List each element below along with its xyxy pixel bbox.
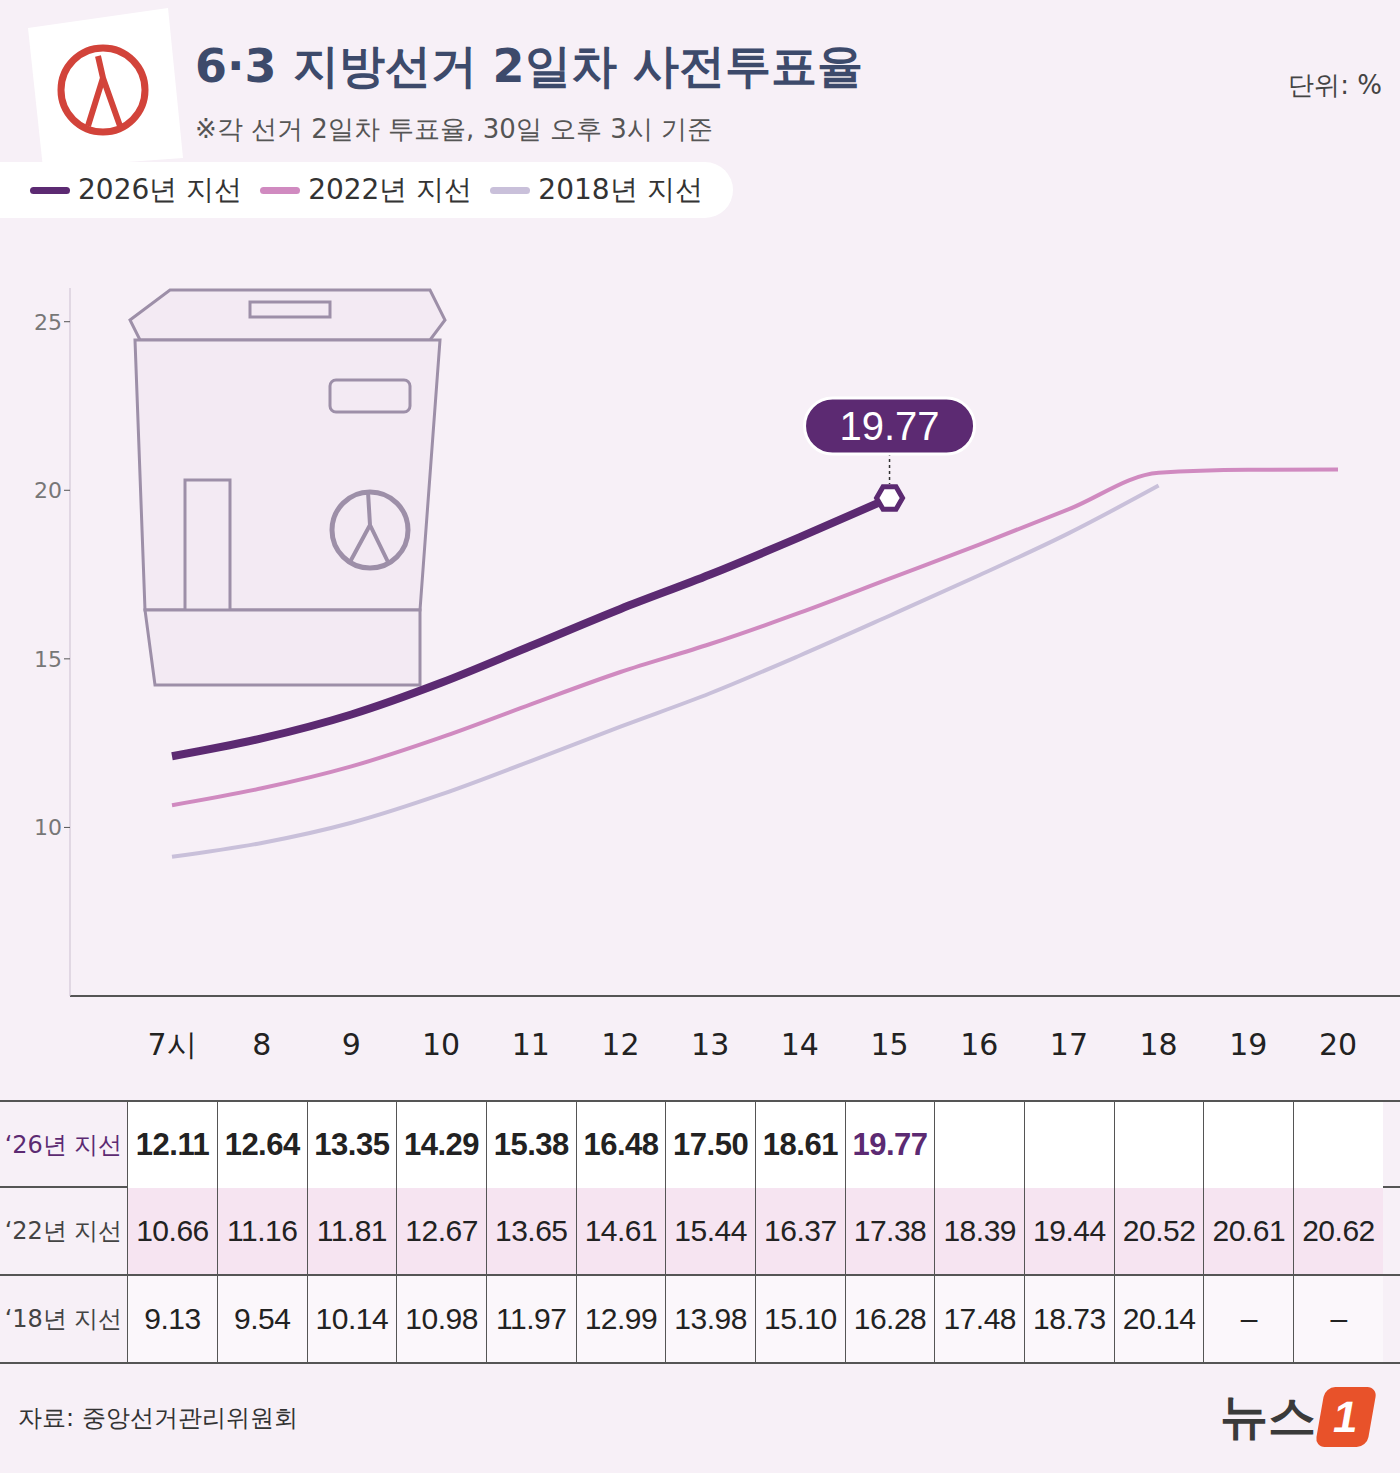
html-text:17.48: 17.48 xyxy=(943,1302,1016,1335)
html-text:11.97: 11.97 xyxy=(496,1302,567,1335)
html-text:11.16: 11.16 xyxy=(227,1214,298,1247)
html-text:9.13: 9.13 xyxy=(144,1302,201,1335)
svg-text:20: 20 xyxy=(34,478,62,503)
html-text:‘18년 지선: ‘18년 지선 xyxy=(4,1305,123,1333)
html-text:2018년 지선: 2018년 지선 xyxy=(538,173,703,206)
html-text:20.61: 20.61 xyxy=(1212,1214,1286,1247)
html-text:17.38: 17.38 xyxy=(853,1214,927,1247)
html-text:2022년 지선: 2022년 지선 xyxy=(308,173,473,206)
svg-text:16: 16 xyxy=(960,1027,998,1062)
html-text:13.98: 13.98 xyxy=(674,1302,747,1335)
svg-text:11: 11 xyxy=(512,1027,550,1062)
html-text:11.81: 11.81 xyxy=(316,1214,387,1247)
svg-text:14: 14 xyxy=(781,1027,819,1062)
svg-text:9: 9 xyxy=(342,1027,361,1062)
html-text:1: 1 xyxy=(1329,1392,1363,1441)
html-text:6·3 지방선거 2일차 사전투표율: 6·3 지방선거 2일차 사전투표율 xyxy=(195,39,863,93)
html-text:15.38: 15.38 xyxy=(493,1127,569,1162)
html-text:20.52: 20.52 xyxy=(1122,1214,1196,1247)
html-text:16.28: 16.28 xyxy=(853,1302,927,1335)
html-text:17.50: 17.50 xyxy=(673,1127,749,1162)
html-text:9.54: 9.54 xyxy=(234,1302,291,1335)
html-text:12.67: 12.67 xyxy=(405,1214,478,1247)
svg-text:15: 15 xyxy=(34,647,62,672)
svg-text:25: 25 xyxy=(34,310,62,335)
html-text:20.14: 20.14 xyxy=(1122,1302,1196,1335)
html-text:16.37: 16.37 xyxy=(764,1214,837,1247)
svg-text:7시: 7시 xyxy=(147,1027,196,1062)
svg-text:8: 8 xyxy=(252,1027,271,1062)
svg-text:17: 17 xyxy=(1050,1027,1088,1062)
html-text:18.61: 18.61 xyxy=(762,1127,838,1162)
html-text:단위: %: 단위: % xyxy=(1288,70,1382,100)
svg-text:10: 10 xyxy=(422,1027,460,1062)
svg-text:19: 19 xyxy=(1229,1027,1267,1062)
html-text:18.39: 18.39 xyxy=(943,1214,1016,1247)
html-text:14.61: 14.61 xyxy=(584,1214,658,1247)
html-text:‘22년 지선: ‘22년 지선 xyxy=(4,1217,123,1245)
html-text:12.64: 12.64 xyxy=(224,1127,300,1162)
svg-text:12: 12 xyxy=(601,1027,639,1062)
html-text:16.48: 16.48 xyxy=(583,1127,659,1162)
html-text:19.44: 19.44 xyxy=(1033,1214,1106,1247)
html-text:13.35: 13.35 xyxy=(314,1127,390,1162)
html-text:20.62: 20.62 xyxy=(1302,1214,1375,1247)
html-text:12.11: 12.11 xyxy=(135,1127,210,1162)
html-text:10.98: 10.98 xyxy=(405,1302,478,1335)
html-text:15.10: 15.10 xyxy=(764,1302,837,1335)
html-text:뉴스: 뉴스 xyxy=(1220,1388,1316,1444)
svg-text:18: 18 xyxy=(1140,1027,1178,1062)
html-text:13.65: 13.65 xyxy=(495,1214,568,1247)
html-text:2026년 지선: 2026년 지선 xyxy=(78,173,243,206)
html-text:19.77: 19.77 xyxy=(852,1127,928,1162)
svg-text:13: 13 xyxy=(691,1027,729,1062)
svg-text:20: 20 xyxy=(1319,1027,1357,1062)
html-text:15.44: 15.44 xyxy=(674,1214,747,1247)
svg-text:10: 10 xyxy=(34,815,62,840)
html-text:12.99: 12.99 xyxy=(584,1302,658,1335)
html-text:14.29: 14.29 xyxy=(404,1127,480,1162)
html-text:10.14: 10.14 xyxy=(315,1302,389,1335)
svg-text:19.77: 19.77 xyxy=(839,404,939,448)
html-text:※각 선거 2일차 투표율, 30일 오후 3시 기준: ※각 선거 2일차 투표율, 30일 오후 3시 기준 xyxy=(195,114,714,144)
html-text:10.66: 10.66 xyxy=(136,1214,209,1247)
html-text:‘26년 지선: ‘26년 지선 xyxy=(4,1131,123,1159)
html-text:자료: 중앙선거관리위원회: 자료: 중앙선거관리위원회 xyxy=(18,1404,298,1432)
html-text:18.73: 18.73 xyxy=(1033,1302,1106,1335)
svg-text:15: 15 xyxy=(870,1027,908,1062)
